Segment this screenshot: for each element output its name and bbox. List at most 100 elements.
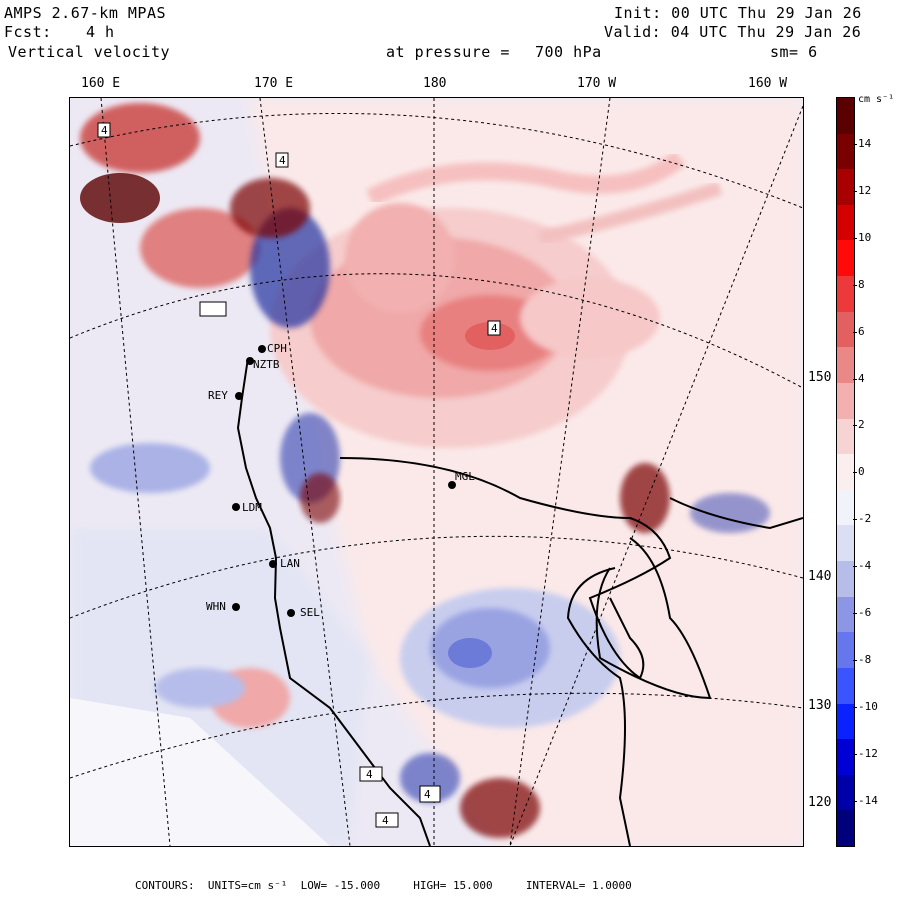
extremum-label: 4 [279, 154, 286, 167]
map-panel: 4 4 4 4 4 4 CPH NZTB REY LDM LAN W [69, 97, 804, 847]
station-dot [269, 560, 277, 568]
lon-label: 170 W [577, 76, 617, 91]
contour-interval: INTERVAL= 1.0000 [525, 879, 632, 892]
positive-velocity-region [210, 150, 723, 728]
colorbar-label: -8 [858, 652, 872, 666]
colorbar [836, 97, 855, 847]
colorbar-segment [837, 774, 854, 811]
colorbar-tick [853, 800, 857, 802]
colorbar-tick [853, 753, 857, 755]
colorbar-tick [853, 472, 857, 474]
station-label: NZTB [253, 358, 280, 371]
contour-info: CONTOURS: UNITS=cm s⁻¹ LOW= -15.000 HIGH… [135, 879, 632, 892]
station-label: MGL [455, 470, 475, 483]
colorbar-tick [853, 378, 857, 380]
colorbar-segment [837, 454, 854, 491]
station-label: LAN [280, 557, 300, 570]
colorbar-unit: cm s⁻¹ [858, 94, 895, 105]
colorbar-segment [837, 667, 854, 704]
colorbar-tick [853, 190, 857, 192]
colorbar-segment [837, 561, 854, 598]
valid-time: Valid: 04 UTC Thu 29 Jan 26 [604, 23, 862, 41]
extremum-label: 4 [491, 322, 498, 335]
colorbar-segment [837, 311, 854, 348]
colorbar-label: 12 [858, 183, 872, 197]
colorbar-segment [837, 418, 854, 455]
colorbar-label: -2 [858, 512, 872, 526]
lon-label: 160 E [81, 76, 121, 91]
colorbar-segment [837, 632, 854, 669]
station-dot [235, 392, 243, 400]
station-dot [448, 481, 456, 489]
colorbar-tick [853, 613, 857, 614]
colorbar-tick [853, 706, 857, 708]
contour-units: UNITS=cm s⁻¹ [207, 879, 288, 892]
colorbar-segment [837, 739, 854, 776]
forecast-label: Fcst: [4, 23, 52, 41]
colorbar-segment [837, 596, 854, 633]
station-dot [232, 603, 240, 611]
colorbar-label: -10 [858, 699, 878, 713]
station-dot [258, 345, 266, 353]
station-dot [287, 609, 295, 617]
colorbar-segment [837, 489, 854, 526]
colorbar-segment [837, 525, 854, 562]
colorbar-segment [837, 810, 854, 847]
lon-label: 170 E [254, 76, 294, 91]
colorbar-segment [837, 98, 854, 135]
extremum-label: 4 [424, 788, 431, 801]
colorbar-tick [853, 659, 857, 661]
colorbar-label: 2 [858, 418, 865, 432]
colorbar-tick [853, 237, 857, 239]
colorbar-tick [853, 519, 857, 521]
lon-label: 160 W [748, 76, 788, 91]
colorbar-label: 8 [858, 277, 865, 291]
graticule [70, 98, 803, 846]
colorbar-label: 4 [858, 371, 865, 385]
extremum-label: 4 [366, 768, 373, 781]
colorbar-tick [853, 425, 857, 427]
forecast-hour: 4 h [86, 23, 115, 41]
station-label: CPH [267, 342, 287, 355]
colorbar-segment [837, 169, 854, 206]
colorbar-label: -4 [858, 559, 872, 573]
colorbar-tick [853, 144, 857, 145]
colorbar-segment [837, 204, 854, 241]
colorbar-segment [837, 276, 854, 313]
station-label: SEL [300, 606, 320, 619]
colorbar-segment [837, 382, 854, 420]
extremum-label: 4 [382, 814, 389, 827]
colorbar-label: -6 [858, 606, 872, 619]
colorbar-label: 14 [858, 137, 872, 150]
extrema-markers: 4 4 4 4 4 4 [97, 122, 501, 828]
colorbar-segment [837, 703, 854, 740]
colorbar-segment [837, 240, 854, 277]
station-label: WHN [206, 600, 226, 613]
colorbar-label: -12 [858, 746, 878, 760]
lon-label: 180 [423, 76, 447, 91]
contour-low: LOW= -15.000 [300, 879, 381, 892]
contours-label: CONTOURS: [135, 879, 195, 892]
orographic-noise [80, 103, 770, 838]
init-time: Init: 00 UTC Thu 29 Jan 26 [614, 4, 862, 22]
smoothing: sm= 6 [770, 43, 818, 61]
colorbar-segment [837, 133, 854, 170]
colorbar-label: 10 [858, 230, 872, 244]
station-label: REY [208, 389, 228, 402]
extremum-label: 4 [101, 124, 108, 137]
level-label: at pressure = [386, 43, 510, 61]
colorbar-label: 0 [858, 465, 865, 479]
colorbar-label: 6 [858, 324, 865, 338]
colorbar-tick [853, 284, 857, 286]
colorbar-label: -14 [858, 793, 878, 807]
colorbar-tick [853, 566, 857, 568]
station-label: LDM [242, 501, 262, 514]
station-dot [246, 357, 254, 365]
vertical-velocity-field: 4 4 4 4 4 4 [70, 98, 803, 846]
contour-high: HIGH= 15.000 [413, 879, 493, 892]
station-dot [232, 503, 240, 511]
model-title: AMPS 2.67-km MPAS [4, 4, 167, 22]
colorbar-segment [837, 347, 854, 384]
field-name: Vertical velocity [8, 43, 171, 61]
